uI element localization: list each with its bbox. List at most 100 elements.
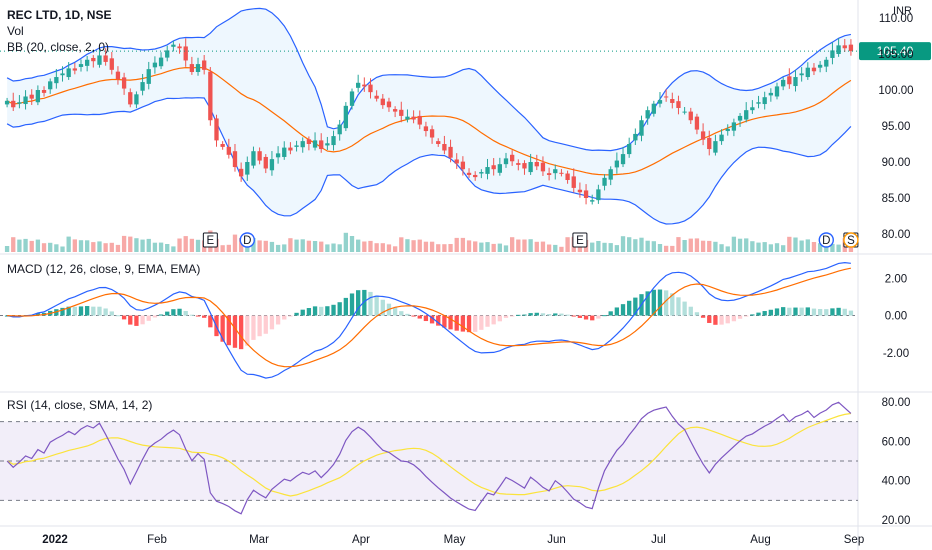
volume-bar: [417, 239, 422, 252]
time-tick-label: May: [444, 534, 466, 546]
bollinger-bands: [6, 7, 852, 225]
macd-histogram-bar: [848, 310, 854, 316]
volume-label[interactable]: Vol: [7, 24, 24, 38]
candle-body: [66, 68, 71, 78]
macd-histogram-bar: [583, 315, 589, 320]
macd-histogram-bar: [707, 315, 712, 323]
candle-body: [251, 151, 256, 166]
volume-bar: [319, 241, 324, 252]
candle-body: [35, 90, 41, 103]
candle-body: [454, 159, 459, 164]
rsi-label[interactable]: RSI (14, close, SMA, 14, 2): [7, 398, 153, 412]
volume-bar: [429, 241, 435, 252]
candle-body: [436, 141, 441, 144]
volume-bar: [719, 244, 724, 252]
candle-body: [232, 151, 238, 168]
candle-body: [11, 100, 16, 108]
macd-histogram-bar: [183, 310, 188, 316]
volume-bar: [793, 237, 798, 252]
bollinger-label[interactable]: BB (20, close, 2, 0): [7, 40, 110, 54]
candle-body: [300, 141, 305, 148]
candle-body: [805, 67, 810, 78]
macd-histogram-bar: [380, 299, 385, 316]
volume-bar: [232, 234, 238, 252]
macd-histogram-bar: [805, 307, 810, 316]
volume-bar: [707, 240, 712, 252]
candle-body: [171, 44, 176, 47]
candle-body: [91, 57, 96, 62]
volume-bar: [633, 239, 638, 252]
volume-bar: [226, 244, 231, 252]
volume-bar: [485, 242, 490, 252]
volume-bar: [103, 243, 108, 252]
candle-body: [405, 116, 410, 120]
macd-tick-label: 2.00: [885, 273, 907, 285]
macd-histogram-bar: [503, 315, 509, 318]
candle-body: [565, 173, 570, 180]
volume-bar: [528, 239, 533, 252]
macd-histogram-bar: [91, 306, 96, 316]
volume-bar: [811, 242, 817, 252]
volume-bar: [620, 236, 626, 252]
volume-bar: [614, 245, 620, 252]
volume-bar: [627, 237, 632, 252]
volume-bar: [670, 245, 675, 252]
volume-bar: [651, 241, 656, 252]
candle-body: [195, 64, 201, 72]
time-tick-label: 2022: [42, 534, 68, 546]
rsi-tick-label: 60.00: [882, 436, 911, 448]
time-tick-label: Aug: [750, 534, 770, 546]
candle-body: [115, 71, 121, 80]
candle-body: [165, 50, 170, 58]
macd-histogram-bar: [232, 315, 238, 348]
macd-histogram-bar: [473, 315, 478, 332]
time-axis: 2022 Feb Mar Apr May Jun Jul Aug Sep: [42, 534, 864, 546]
volume-bar: [781, 245, 786, 252]
volume-bar: [183, 236, 188, 252]
symbol-title[interactable]: REC LTD, 1D, NSE: [7, 8, 112, 22]
macd-histogram-bar: [559, 313, 564, 316]
candle-body: [282, 147, 287, 157]
macd-line: [6, 261, 851, 379]
macd-histogram-bar: [750, 314, 755, 316]
volume-bar: [257, 240, 262, 252]
candle-body: [448, 146, 453, 158]
candle-body: [479, 172, 484, 174]
macd-histogram-bar: [374, 295, 379, 316]
volume-bar: [115, 244, 121, 252]
macd-histogram-bar: [288, 315, 293, 317]
earnings-marker: [202, 232, 218, 248]
volume-bar: [238, 237, 244, 252]
candle-body: [275, 153, 281, 158]
volume-bar: [294, 239, 299, 252]
candle-body: [294, 145, 299, 147]
volume-bar: [762, 242, 767, 252]
macd-histogram-bar: [66, 306, 71, 316]
macd-label[interactable]: MACD (12, 26, close, 9, EMA, EMA): [7, 262, 201, 276]
macd-histogram-bar: [602, 315, 607, 317]
candle-body: [189, 64, 195, 72]
macd-histogram-bar: [516, 314, 521, 316]
earnings-marker-label: E: [207, 235, 215, 247]
candle-body: [577, 189, 583, 193]
time-tick-label: Jul: [651, 534, 666, 546]
macd-histogram-bar: [171, 309, 176, 316]
candle-body: [263, 156, 268, 169]
candle-body: [134, 94, 139, 105]
candle-body: [645, 110, 650, 119]
candle-body: [824, 59, 829, 67]
macd-histogram-bar: [522, 314, 527, 316]
candle-body: [731, 122, 737, 131]
volume-bar: [694, 238, 700, 252]
macd-histogram-bar: [830, 308, 835, 316]
candle-body: [676, 101, 681, 108]
candle-body: [503, 158, 509, 165]
macd-histogram-bar: [146, 315, 151, 321]
volume-bar: [134, 238, 139, 252]
volume-bar: [756, 242, 761, 252]
volume-bar: [491, 243, 496, 252]
macd-histogram-bar: [762, 311, 767, 316]
candle-body: [602, 177, 607, 186]
rsi-line: [6, 401, 852, 515]
